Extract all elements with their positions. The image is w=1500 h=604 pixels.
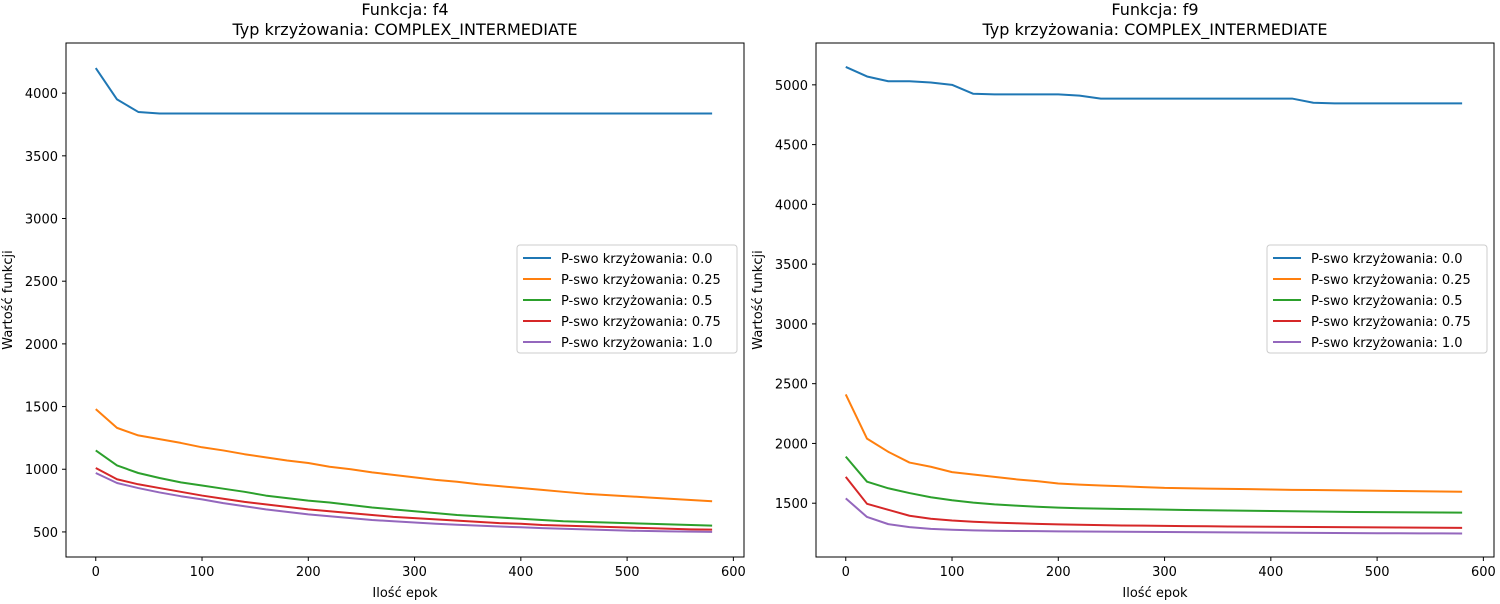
legend-label: P-swo krzyżowania: 0.75	[561, 315, 721, 330]
y-tick-label: 1000	[25, 463, 58, 478]
series-line-5	[845, 497, 1463, 535]
x-tick-label: 100	[940, 565, 965, 580]
x-tick-label: 100	[190, 565, 215, 580]
series-line-5	[95, 472, 713, 533]
y-tick-label: 500	[33, 526, 58, 541]
x-tick-label: 400	[1258, 565, 1283, 580]
chart-subtitle: Typ krzyżowania: COMPLEX_INTERMEDIATE	[981, 20, 1327, 40]
x-tick-label: 200	[1046, 565, 1071, 580]
legend: P-swo krzyżowania: 0.0 P-swo krzyżowania:…	[516, 244, 738, 354]
legend-label: P-swo krzyżowania: 0.75	[1311, 315, 1471, 330]
y-tick-label: 2000	[775, 437, 808, 452]
x-tick-label: 0	[842, 565, 850, 580]
x-axis-label: Ilość epok	[372, 586, 438, 600]
series-line-1	[94, 67, 713, 115]
x-tick-label: 500	[1365, 565, 1390, 580]
x-axis-label: Ilość epok	[1122, 586, 1188, 600]
legend-label: P-swo krzyżowania: 0.5	[1311, 294, 1463, 309]
x-tick-label: 0	[92, 565, 100, 580]
x-tick-label: 500	[615, 565, 640, 580]
legend-box	[1266, 244, 1488, 354]
y-tick-label: 5000	[775, 79, 808, 94]
y-axis-label: Wartość funkcji	[1, 250, 16, 349]
y-tick-label: 4000	[775, 198, 808, 213]
legend-label: P-swo krzyżowania: 1.0	[561, 336, 713, 351]
legend-label: P-swo krzyżowania: 0.0	[561, 252, 713, 267]
legend-label: P-swo krzyżowania: 0.25	[1311, 273, 1471, 288]
series-line-2	[95, 408, 713, 503]
y-tick-label: 2500	[25, 275, 58, 290]
x-tick-label: 400	[508, 565, 533, 580]
x-tick-label: 300	[1152, 565, 1177, 580]
y-tick-label: 4000	[25, 87, 58, 102]
legend-label: P-swo krzyżowania: 0.0	[1311, 252, 1463, 267]
y-tick-label: 3000	[775, 318, 808, 333]
y-tick-label: 2000	[25, 338, 58, 353]
legend-label: P-swo krzyżowania: 0.5	[561, 294, 713, 309]
legend-label: P-swo krzyżowania: 1.0	[1311, 336, 1463, 351]
series-line-3	[95, 449, 713, 527]
series-line-2	[844, 393, 1463, 493]
chart-title: Funkcja: f9	[1111, 0, 1198, 19]
legend-label: P-swo krzyżowania: 0.25	[561, 273, 721, 288]
series-line-3	[844, 455, 1463, 514]
axes-frame	[815, 42, 1495, 558]
series-line-1	[845, 65, 1463, 105]
chart-subtitle: Typ krzyżowania: COMPLEX_INTERMEDIATE	[231, 20, 577, 40]
legend: P-swo krzyżowania: 0.0 P-swo krzyżowania:…	[1266, 244, 1488, 354]
legend-box	[516, 244, 738, 354]
y-tick-label: 1500	[775, 497, 808, 512]
series-line-4	[95, 467, 713, 531]
y-tick-label: 2500	[775, 378, 808, 393]
axes-frame	[65, 42, 745, 558]
y-tick-label: 4500	[775, 139, 808, 154]
x-tick-label: 200	[296, 565, 321, 580]
y-tick-label: 3000	[25, 213, 58, 228]
x-tick-label: 600	[1471, 565, 1496, 580]
y-axis-label: Wartość funkcji	[751, 250, 766, 349]
chart-title: Funkcja: f4	[361, 0, 448, 19]
y-tick-label: 3500	[25, 150, 58, 165]
y-tick-label: 1500	[25, 401, 58, 416]
x-tick-label: 600	[721, 565, 746, 580]
y-tick-label: 3500	[775, 258, 808, 273]
x-tick-label: 300	[402, 565, 427, 580]
series-line-4	[844, 476, 1463, 529]
